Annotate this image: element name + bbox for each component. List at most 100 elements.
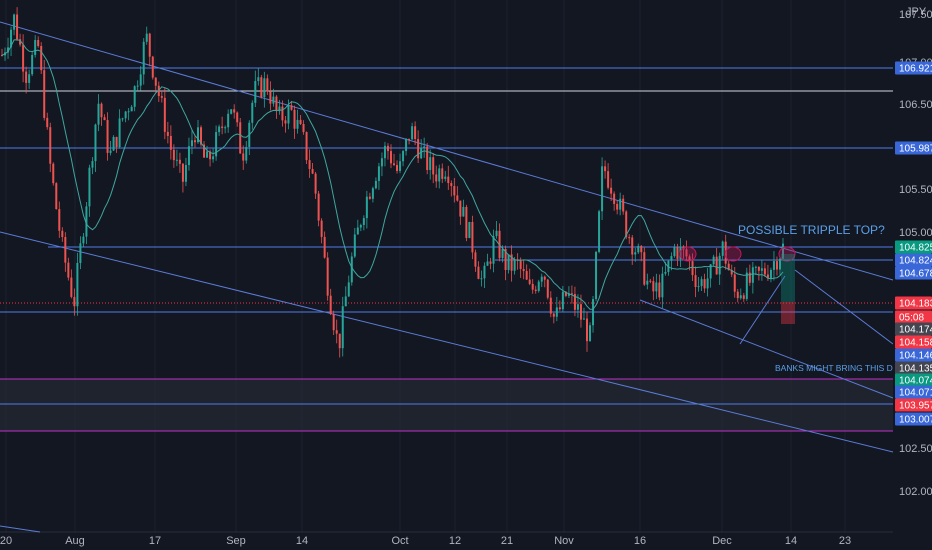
trendline — [0, 21, 894, 281]
candle-body — [718, 255, 721, 275]
candle-body — [736, 291, 739, 299]
price-badge — [895, 385, 932, 399]
candle-body — [522, 268, 525, 272]
candle-body — [257, 77, 260, 82]
candle-body — [218, 126, 221, 133]
candle-body — [766, 274, 769, 279]
candle-body — [628, 237, 631, 239]
candle-body — [751, 267, 754, 283]
short-position-tool[interactable] — [781, 254, 894, 345]
candle-body — [145, 33, 148, 42]
x-tick-label: 16 — [634, 535, 646, 547]
candle-body — [169, 135, 172, 150]
candle-body — [402, 151, 405, 162]
candle-body — [459, 200, 462, 217]
candle-body — [573, 294, 576, 310]
candle-body — [504, 249, 507, 270]
candle-body — [543, 276, 546, 280]
candle-body — [224, 127, 227, 129]
candle-body — [420, 147, 423, 159]
candle-body — [200, 127, 203, 145]
candle-body — [405, 138, 408, 152]
candle-body — [637, 245, 640, 253]
candle-body — [46, 117, 49, 128]
candle-body — [49, 127, 52, 164]
candle-body — [157, 85, 160, 97]
candle-body — [230, 109, 233, 114]
price-badge-label: 104.174 — [899, 325, 932, 336]
candle-body — [721, 241, 724, 256]
candle-body — [7, 47, 10, 53]
candle-body — [383, 145, 386, 159]
candle-body — [326, 257, 329, 296]
annotation-banks[interactable]: BANKS MIGHT BRING THIS DOW — [775, 363, 907, 373]
candle-body — [733, 274, 736, 292]
moving-average — [1, 39, 784, 310]
candle-body — [190, 140, 193, 147]
candle-body — [10, 29, 13, 48]
candle-body — [91, 161, 94, 168]
candle-body — [323, 236, 326, 258]
candle-body — [655, 282, 658, 292]
candle-body — [480, 278, 483, 280]
candle-body — [567, 293, 570, 296]
candle-body — [239, 122, 242, 154]
candle-body — [163, 97, 166, 132]
candle-body — [25, 71, 28, 83]
candle-body — [782, 243, 784, 259]
candle-body — [203, 144, 206, 158]
candle-body — [374, 180, 377, 189]
candle-body — [187, 146, 190, 166]
time-axis[interactable]: 20 Aug 17 Sep 14 Oct 12 21 Nov 16 Dec 14 23 — [0, 535, 851, 547]
top-marker — [778, 246, 796, 262]
candle-body — [368, 196, 371, 199]
candle-body — [775, 261, 778, 270]
candle-body — [166, 131, 169, 136]
candle-body — [52, 163, 55, 184]
price-badge-label: 104.146 — [899, 351, 932, 362]
candle-body — [377, 166, 380, 181]
candle-body — [79, 243, 82, 264]
horizontal-levels — [0, 67, 893, 405]
candle-body — [58, 209, 61, 231]
candle-body — [664, 272, 667, 274]
candle-body — [715, 256, 718, 275]
candle-body — [206, 151, 209, 158]
candle-body — [154, 77, 157, 86]
price-badge-label: 104.071 — [899, 388, 932, 399]
candle-body — [444, 176, 447, 179]
candle-body — [353, 234, 356, 257]
candle-body — [555, 307, 558, 317]
candle-body — [676, 247, 679, 259]
candle-body — [634, 252, 637, 255]
price-badges: 106.921 105.987 104.825 104.824 104.678 104.1… — [895, 61, 932, 426]
candle-body — [139, 74, 142, 86]
candle-body — [631, 237, 634, 255]
candle-body — [317, 193, 320, 221]
price-badge — [895, 335, 932, 349]
candle-body — [549, 297, 552, 314]
candle-body — [181, 163, 184, 182]
candle-body — [709, 264, 712, 279]
candle-body — [495, 230, 498, 237]
candle-body — [564, 291, 567, 296]
price-axis[interactable]: 107.500107.000106.500105.500105.000102.5… — [899, 9, 932, 498]
price-badge — [895, 310, 932, 324]
candle-body — [28, 74, 31, 83]
candle-body — [94, 124, 97, 162]
candle-body — [513, 259, 516, 271]
candle-body — [371, 188, 374, 199]
candle-body — [245, 146, 248, 161]
candle-body — [103, 117, 106, 121]
trendline — [639, 299, 894, 399]
price-badge-label: 103.007 — [899, 415, 932, 426]
trendlines — [0, 21, 894, 533]
candle-body — [598, 211, 601, 252]
price-badge — [895, 348, 932, 362]
candle-body — [661, 273, 664, 298]
candle-body — [601, 166, 604, 212]
candle-body — [13, 14, 16, 30]
annotation-tripple-top[interactable]: POSSIBLE TRIPPLE TOP? — [738, 223, 885, 237]
x-tick-label: 17 — [149, 535, 161, 547]
